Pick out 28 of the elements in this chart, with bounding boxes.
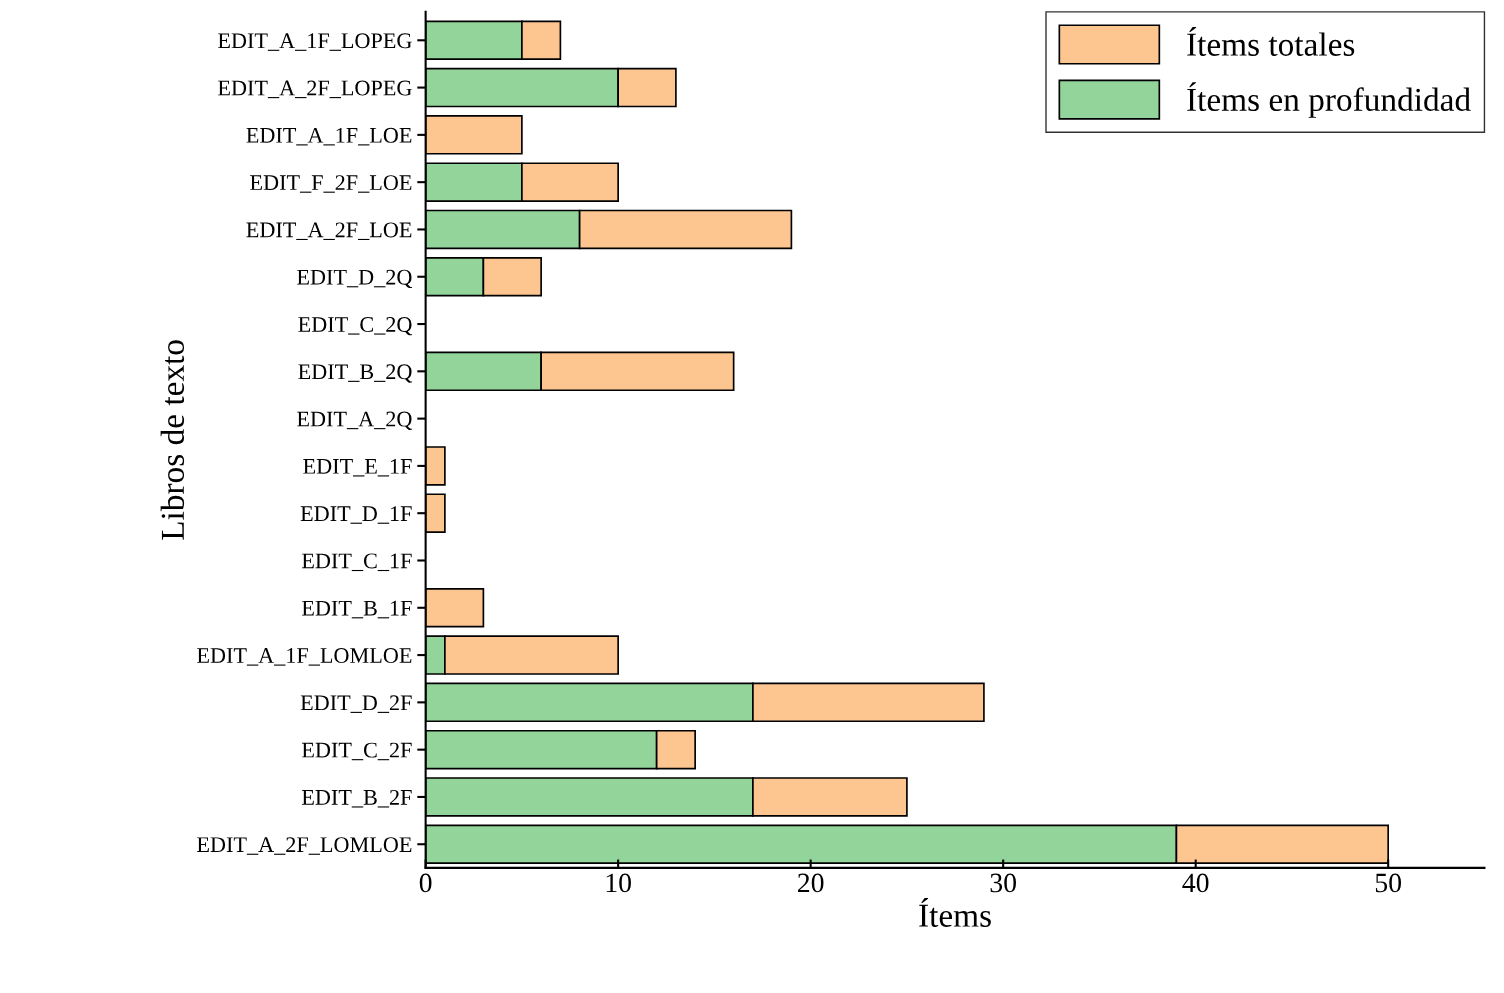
x-axis-title: Ítems <box>919 898 991 927</box>
x-tick-label: 50 <box>1375 873 1402 893</box>
y-axis-title: Libros de texto <box>160 340 185 540</box>
y-tick-label: EDIT_B_2Q <box>298 364 413 383</box>
y-tick-label: EDIT_D_2Q <box>297 269 413 289</box>
y-tick-label: EDIT_A_2F_LOE <box>246 222 412 241</box>
y-tick-label: EDIT_D_1F <box>300 506 412 524</box>
x-tick-label: 0 <box>419 873 432 893</box>
y-tick-label: EDIT_A_1F_LOPEG <box>218 33 412 51</box>
y-tick-label: EDIT_A_2Q <box>297 411 413 430</box>
y-tick-label: EDIT_E_1F <box>303 458 412 477</box>
y-tick-label: EDIT_C_2F <box>301 742 412 761</box>
y-tick-label: EDIT_C_1F <box>301 553 412 572</box>
legend-label: Ítems en profundidad <box>1187 82 1471 118</box>
x-tick-label: 40 <box>1182 873 1209 893</box>
y-tick-label: EDIT_D_2F <box>300 695 412 713</box>
y-tick-label: EDIT_C_2Q <box>298 317 413 336</box>
y-tick-label: EDIT_B_1F <box>301 600 412 619</box>
x-tick-label: 20 <box>797 873 824 893</box>
x-tick-label: 30 <box>990 873 1016 893</box>
y-tick-label: EDIT_F_2F_LOE <box>250 175 412 193</box>
y-tick-label: EDIT_A_1F_LOE <box>246 127 412 146</box>
y-tick-label: EDIT_B_2F <box>301 789 412 808</box>
y-tick-label: EDIT_A_1F_LOMLOE <box>197 648 412 666</box>
y-tick-label: EDIT_A_2F_LOPEG <box>218 80 412 99</box>
x-tick-label: 10 <box>606 873 631 893</box>
legend-label: Ítems totales <box>1187 27 1355 56</box>
y-tick-label: EDIT_A_2F_LOMLOE <box>197 837 412 855</box>
